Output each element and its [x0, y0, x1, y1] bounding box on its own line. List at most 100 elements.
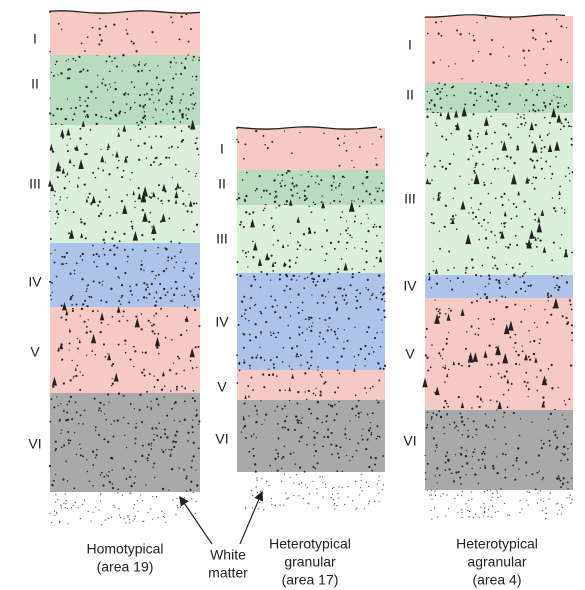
neuron-dot: [532, 352, 536, 356]
pyramidal-cell: [503, 211, 507, 217]
neuron-dot: [564, 418, 566, 421]
neuron-dot: [346, 339, 349, 342]
neuron-dot: [554, 287, 556, 289]
neuron-dot: [494, 108, 498, 111]
neuron-dot: [76, 364, 79, 367]
neuron-dot: [148, 136, 150, 138]
neuron-dot: [449, 423, 451, 426]
neuron-dot: [426, 357, 428, 359]
neuron-dot: [289, 452, 292, 455]
neuron-dot: [264, 207, 266, 210]
neuron-dot: [92, 171, 95, 174]
neuron-dot: [486, 364, 489, 366]
neuron-dot: [379, 128, 381, 131]
neuron-dot: [565, 316, 568, 320]
neuron-dot: [190, 480, 193, 483]
neuron-dot: [524, 290, 527, 293]
neuron-dot: [323, 278, 325, 281]
neuron-dot: [444, 365, 447, 367]
neuron-dot: [145, 484, 147, 486]
neuron-dot: [497, 105, 500, 108]
neuron-dot: [434, 299, 436, 301]
neuron-dot: [167, 256, 170, 259]
neuron-dot: [73, 269, 76, 272]
white-matter-dot: [558, 509, 560, 511]
neuron-dot: [522, 49, 525, 52]
neuron-dot: [123, 248, 126, 251]
pyramidal-cell: [460, 308, 465, 316]
neuron-dot: [52, 479, 55, 482]
arrow: [239, 490, 264, 545]
neuron-dot: [328, 316, 331, 320]
neuron-dot: [321, 245, 323, 248]
neuron-dot: [55, 107, 58, 110]
neuron-dot: [504, 468, 507, 471]
neuron-dot: [482, 450, 485, 453]
neuron-dot: [175, 430, 178, 433]
pyramidal-cell: [124, 156, 128, 163]
neuron-dot: [86, 285, 88, 287]
neuron-dot: [560, 122, 563, 125]
neuron-dot: [178, 242, 181, 245]
neuron-dot: [150, 448, 153, 450]
neuron-dot: [503, 222, 506, 225]
neuron-dot: [371, 412, 374, 415]
neuron-dot: [301, 417, 303, 419]
neuron-dot: [129, 106, 132, 109]
neuron-dot: [476, 146, 479, 149]
neuron-dot: [86, 305, 89, 308]
neuron-dot: [377, 274, 381, 277]
neuron-dot: [154, 108, 157, 110]
white-matter-dot: [447, 507, 450, 510]
neuron-dot: [122, 315, 124, 318]
neuron-dot: [492, 267, 494, 269]
neuron-dot: [471, 266, 474, 269]
neuron-dot: [168, 156, 171, 159]
neuron-dot: [424, 454, 426, 457]
neuron-dot: [189, 488, 192, 491]
neuron-dot: [134, 460, 137, 463]
neuron-dot: [240, 315, 243, 318]
neuron-dot: [538, 225, 541, 228]
neuron-dot: [270, 295, 273, 298]
neuron-dot: [107, 440, 110, 444]
neuron-dot: [305, 197, 308, 200]
neuron-dot: [484, 17, 487, 19]
neuron-dot: [440, 34, 443, 37]
neuron-dot: [137, 144, 140, 147]
neuron-dot: [367, 326, 370, 329]
white-matter-dot: [312, 480, 314, 482]
neuron-dot: [430, 426, 434, 429]
neuron-dot: [182, 93, 184, 95]
white-matter-dot: [271, 504, 273, 506]
neuron-dot: [85, 290, 88, 293]
neuron-dot: [551, 259, 554, 262]
neuron-dot: [134, 200, 136, 203]
neuron-dot: [81, 259, 84, 261]
neuron-dot: [517, 126, 519, 129]
neuron-dot: [296, 402, 299, 405]
neuron-dot: [324, 259, 327, 262]
neuron-dot: [478, 50, 480, 53]
neuron-dot: [79, 454, 82, 457]
neuron-dot: [51, 150, 55, 153]
neuron-dot: [72, 377, 75, 379]
pyramidal-cell: [445, 111, 451, 120]
white-matter-dot: [555, 503, 558, 505]
layer-band: [425, 113, 573, 275]
neuron-dot: [314, 449, 318, 453]
neuron-dot: [173, 445, 176, 449]
neuron-dot: [181, 385, 183, 388]
neuron-dot: [315, 387, 317, 389]
neuron-dot: [290, 278, 293, 281]
neuron-dot: [137, 158, 141, 161]
white-matter-dot: [367, 485, 370, 488]
neuron-dot: [560, 58, 563, 61]
neuron-dot: [372, 225, 375, 228]
neuron-dot: [252, 447, 255, 450]
neuron-dot: [353, 200, 355, 202]
neuron-dot: [336, 271, 339, 274]
neuron-dot: [568, 172, 571, 175]
neuron-dot: [487, 426, 490, 429]
layer-band: [50, 55, 200, 125]
